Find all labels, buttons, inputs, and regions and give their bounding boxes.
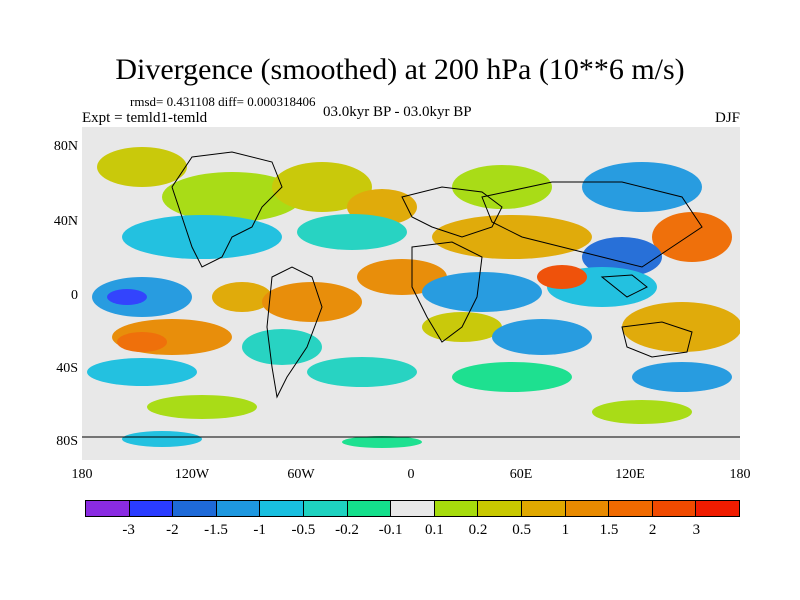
lat-label-40s: 40S [56, 361, 78, 376]
colorbar-swatch [303, 501, 348, 516]
colorbar-label: 0.1 [424, 522, 444, 538]
lat-label-0: 0 [71, 288, 78, 303]
colorbar-label: 1 [561, 522, 570, 538]
colorbar-label: -0.1 [378, 522, 403, 538]
period-label: 03.0kyr BP - 03.0kyr BP [323, 104, 472, 120]
colorbar-swatch [696, 501, 739, 516]
colorbar-swatch [173, 501, 217, 516]
colorbar-swatch [434, 501, 479, 516]
colorbar-label: -1 [253, 522, 266, 538]
experiment-label: Expt = temld1-temld [82, 110, 208, 126]
colorbar [85, 500, 740, 517]
colorbar-swatch [521, 501, 566, 516]
colorbar-label: -0.5 [291, 522, 316, 538]
lon-label-180e: 180 [729, 467, 751, 482]
colorbar-label: -2 [166, 522, 179, 538]
colorbar-label: 0.5 [512, 522, 532, 538]
colorbar-label: -0.2 [335, 522, 359, 538]
lon-label-60e: 60E [509, 467, 533, 482]
colorbar-label: 2 [648, 522, 657, 538]
colorbar-label: -1.5 [204, 522, 228, 538]
lon-label-180w: 180 [71, 467, 93, 482]
colorbar-swatch [652, 501, 697, 516]
lon-label-0: 0 [407, 467, 415, 482]
colorbar-swatch [86, 501, 130, 516]
colorbar-label: 1.5 [599, 522, 619, 538]
colorbar-swatch [216, 501, 261, 516]
lat-label-40n: 40N [53, 214, 78, 229]
divergence-map [82, 127, 742, 460]
colorbar-label: 0.2 [468, 522, 488, 538]
colorbar-swatch [260, 501, 304, 516]
lon-label-120w: 120W [174, 467, 210, 482]
map-svg [82, 127, 742, 460]
colorbar-swatch [391, 501, 435, 516]
season-label: DJF [714, 110, 740, 126]
lat-label-80n: 80N [53, 139, 78, 154]
lon-label-60w: 60W [287, 467, 315, 482]
stats-text: rmsd= 0.431108 diff= 0.000318406 [130, 94, 316, 109]
colorbar-swatch [347, 501, 392, 516]
lon-label-120e: 120E [615, 467, 645, 482]
colorbar-swatch [609, 501, 653, 516]
map-title: Divergence (smoothed) at 200 hPa (10**6 … [115, 53, 685, 86]
colorbar-label: -3 [122, 522, 135, 538]
colorbar-swatch [478, 501, 522, 516]
colorbar-label: 3 [692, 522, 701, 538]
colorbar-swatch [129, 501, 174, 516]
lat-label-80s: 80S [56, 434, 78, 449]
colorbar-swatch [565, 501, 610, 516]
